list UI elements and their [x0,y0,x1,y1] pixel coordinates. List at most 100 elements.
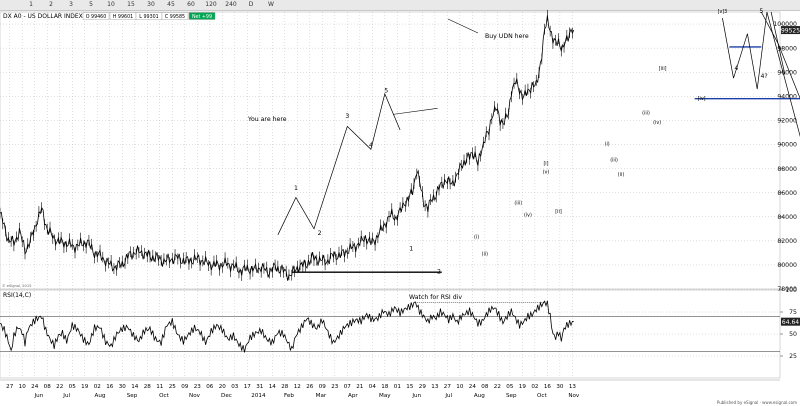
wave-label: (iii) [642,110,650,116]
y-tick-label: 100 [785,287,797,294]
x-tick-label: 29 [419,384,427,390]
ohlc-label: O 99460 [86,14,107,20]
interval-button-1[interactable]: 1 [29,1,33,8]
x-month-label: Jul [444,393,452,399]
x-tick-label: 21 [356,384,364,390]
x-tick-label: 19 [81,384,89,390]
x-tick-label: 08 [481,384,489,390]
y-tick-label: 90000 [777,142,797,149]
x-tick-label: 10 [19,384,27,390]
y-tick-label: 98000 [777,45,797,52]
x-month-label: Oct [159,393,169,399]
wave-label: 4 [369,142,373,149]
wave-label: (v) [543,169,550,175]
interval-button-3[interactable]: 3 [69,1,73,8]
x-month-label: Dec [221,393,232,399]
x-tick-label: 09 [319,384,327,390]
rsi-series-line [0,300,574,353]
y-tick-label: 86000 [777,190,797,197]
x-tick-label: 02 [94,384,101,390]
projected-wave-path [277,92,401,235]
y-tick-label: 96000 [777,69,797,76]
interval-button-60[interactable]: 60 [187,1,195,8]
interval-button-D[interactable]: D [248,1,254,8]
x-tick-label: 04 [369,384,377,390]
interval-button-45[interactable]: 45 [167,1,175,8]
x-tick-label: 01 [394,384,402,390]
x-tick-label: 24 [469,384,477,390]
wave-label: 2 [318,230,322,237]
wave-label: 2 [437,268,441,275]
x-tick-label: 05 [69,384,77,390]
x-tick-label: 26 [306,384,314,390]
wave-label: [i] [543,161,548,167]
x-tick-label: 12 [294,384,301,390]
interval-toolbar: 1 2 3 5 10 15 30 45 60 120 240 D W [0,0,800,11]
watermark: © eSignal, 2015 [2,284,31,288]
y-tick-label: 82000 [777,238,797,245]
wave-label: 3 [345,113,349,120]
x-tick-label: 16 [544,384,552,390]
annotation-buy-udn: Buy UDN here [485,33,529,40]
rsi-last-label: 64.64 [782,319,799,326]
x-tick-label: 23 [331,384,339,390]
last-price-marker [781,26,800,35]
wave-label: (iii) [514,201,522,207]
interval-button-5[interactable]: 5 [89,1,93,8]
x-tick-label: 22 [494,384,501,390]
x-tick-label: 13 [569,384,577,390]
x-tick-label: 23 [194,384,202,390]
y-tick-label: 25 [789,353,797,360]
y-tick-label: 84000 [777,214,797,221]
interval-button-240[interactable]: 240 [225,1,237,8]
x-tick-label: 27 [444,384,452,390]
wave-label: 4? [760,73,767,80]
x-tick-label: 31 [256,384,264,390]
x-tick-label: 17 [244,384,252,390]
x-tick-label: 22 [56,384,63,390]
wave-label: 4 [734,65,738,72]
wave-label: [iii] [659,66,667,72]
x-tick-label: 15 [406,384,414,390]
x-tick-label: 07 [344,384,352,390]
y-tick-label: 50 [789,331,797,338]
x-tick-label: 18 [381,384,389,390]
x-tick-label: 13 [431,384,439,390]
ohlc-label: C 99585 [165,14,185,20]
x-tick-label: 08 [44,384,52,390]
x-tick-label: 14 [131,384,139,390]
y-tick-label: 78000 [777,286,797,293]
x-month-label: Jul [62,393,70,399]
wave-label: 5 [384,88,388,95]
interval-button-10[interactable]: 10 [107,1,115,8]
x-tick-label: 30 [119,384,127,390]
wave-label: [iv] [698,96,706,102]
x-month-label: Aug [95,393,106,399]
wave-label: (i) [605,142,610,148]
wave-label: [v]3 [718,9,728,15]
interval-button-120[interactable]: 120 [205,1,217,8]
x-tick-label: 30 [556,384,564,390]
wave-label: (iv) [524,213,532,219]
y-tick-label: 94000 [777,94,797,101]
interval-button-W[interactable]: W [268,1,274,8]
y-tick-label: 100000 [773,21,797,28]
wave-label: 5 [759,8,763,15]
annotation-you-are-here: You are here [247,116,287,123]
x-tick-label: 19 [519,384,527,390]
wave-label: (i) [474,234,479,240]
x-tick-label: 24 [31,384,39,390]
x-tick-label: 14 [269,384,277,390]
y-tick-label: 75 [789,309,797,316]
interval-button-15[interactable]: 15 [127,1,135,8]
rsi-annotation: Watch for RSI div [409,294,462,301]
y-tick-label: 92000 [777,118,797,125]
interval-button-30[interactable]: 30 [147,1,155,8]
interval-button-2[interactable]: 2 [49,1,53,8]
rsi-last-marker [781,317,800,326]
x-month-label: Oct [537,393,547,399]
wave-label: 1 [409,245,413,252]
ohlc-box [161,12,189,20]
